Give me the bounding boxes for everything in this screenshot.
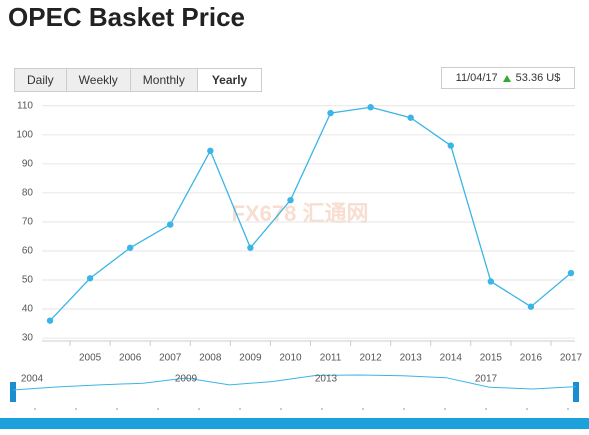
point [207,147,214,155]
x-tick-label: 2014 [440,353,463,364]
point [86,275,94,282]
range-button[interactable]: Monthly [129,68,198,92]
point [567,269,575,277]
x-tick-label: 2016 [520,353,543,364]
y-tick-label: 70 [22,217,34,228]
navigator-label: 2009 [175,374,198,385]
point [447,142,454,149]
point [407,114,414,121]
x-tick-label: 2013 [400,353,423,364]
y-tick-label: 50 [22,275,34,286]
y-tick-label: 90 [22,159,34,170]
point [367,104,374,111]
point [487,278,495,285]
navigator-label: 2017 [475,374,498,385]
date: 11/04/17 [455,72,498,84]
y-tick-label: 100 [16,129,33,140]
x-tick-label: 2007 [159,353,182,364]
x-tick-label: 2005 [79,353,102,364]
point [527,303,535,310]
price: 53.36 U$ [515,72,561,84]
range-button[interactable]: Yearly [196,68,263,92]
point [247,244,254,251]
navigator-label: 2013 [315,374,338,385]
nav-handle-left[interactable] [10,382,16,402]
y-tick-label: 40 [22,304,34,315]
x-tick-label: 2006 [119,353,142,364]
range-button[interactable]: Daily [14,68,67,92]
x-tick-label: 2012 [359,353,382,364]
x-tick-label: 2017 [560,353,583,364]
range-buttons: Daily Weekly Monthly Yearly [14,68,263,92]
point [167,221,174,228]
up-arrow [502,74,511,82]
x-tick-label: 2011 [320,353,342,364]
info-box: 11/04/17 53.36 U$ [441,67,575,89]
x-tick-label: 2010 [279,353,302,364]
y-tick-label: 30 [22,333,34,344]
nav-handle-right[interactable] [573,382,579,402]
title: OPEC Basket Price [8,2,246,32]
point [327,109,334,117]
y-tick-label: 80 [22,188,34,199]
navigator-label: 2004 [21,374,44,385]
line [49,106,572,322]
x-tick-label: 2015 [480,353,503,364]
point [46,317,54,324]
x-tick-label: 2009 [239,353,262,364]
point [126,244,134,251]
y-tick-label: 110 [17,100,33,111]
navigator-line [12,374,577,391]
y-tick-label: 60 [22,246,34,257]
x-tick-label: 2008 [199,353,222,364]
scrollbar[interactable] [0,418,589,429]
point [287,196,294,204]
